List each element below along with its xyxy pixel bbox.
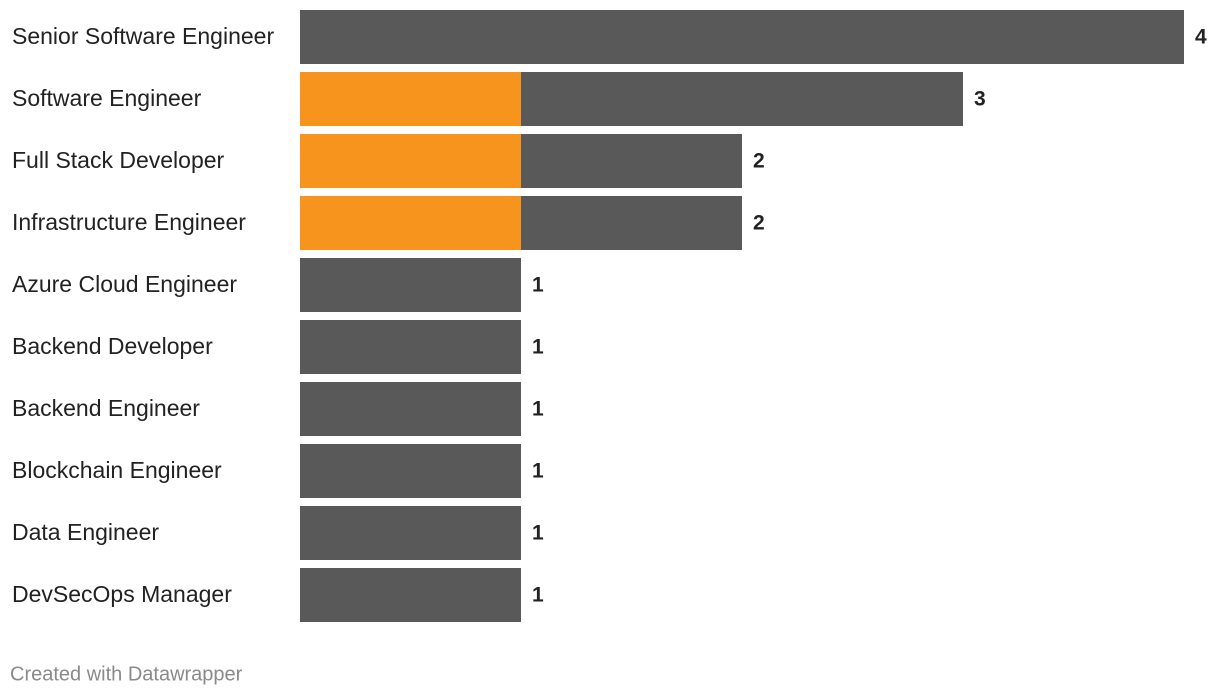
total-label: 1 [532, 522, 544, 545]
bar-segment [300, 444, 521, 498]
total-label: 4 [1195, 26, 1207, 49]
total-label: 1 [532, 336, 544, 359]
bar-segment [300, 196, 521, 250]
total-label: 1 [532, 274, 544, 297]
category-label: Backend Engineer [12, 395, 200, 421]
bar-segment [300, 134, 521, 188]
category-label: Senior Software Engineer [12, 23, 274, 49]
category-label: Full Stack Developer [12, 147, 225, 173]
category-label: Software Engineer [12, 85, 202, 111]
bar-segment [521, 72, 963, 126]
category-label: Backend Developer [12, 333, 213, 359]
bar-segment [300, 568, 521, 622]
total-label: 2 [753, 212, 765, 235]
footer: Created with Datawrapper [10, 663, 243, 685]
category-label: Infrastructure Engineer [12, 209, 246, 235]
bar-segment [300, 382, 521, 436]
category-label: Azure Cloud Engineer [12, 271, 237, 297]
bar-segment [521, 196, 742, 250]
bar-segment [300, 72, 521, 126]
category-label: Data Engineer [12, 519, 159, 545]
total-label: 3 [974, 88, 986, 111]
category-label: DevSecOps Manager [12, 581, 232, 607]
bar-segment [300, 258, 521, 312]
bar-segment [300, 320, 521, 374]
bar-segment [521, 134, 742, 188]
bar-segment [300, 10, 1184, 64]
category-label: Blockchain Engineer [12, 457, 222, 483]
bar-segment [300, 506, 521, 560]
total-label: 1 [532, 584, 544, 607]
total-label: 2 [753, 150, 765, 173]
total-label: 1 [532, 460, 544, 483]
total-label: 1 [532, 398, 544, 421]
